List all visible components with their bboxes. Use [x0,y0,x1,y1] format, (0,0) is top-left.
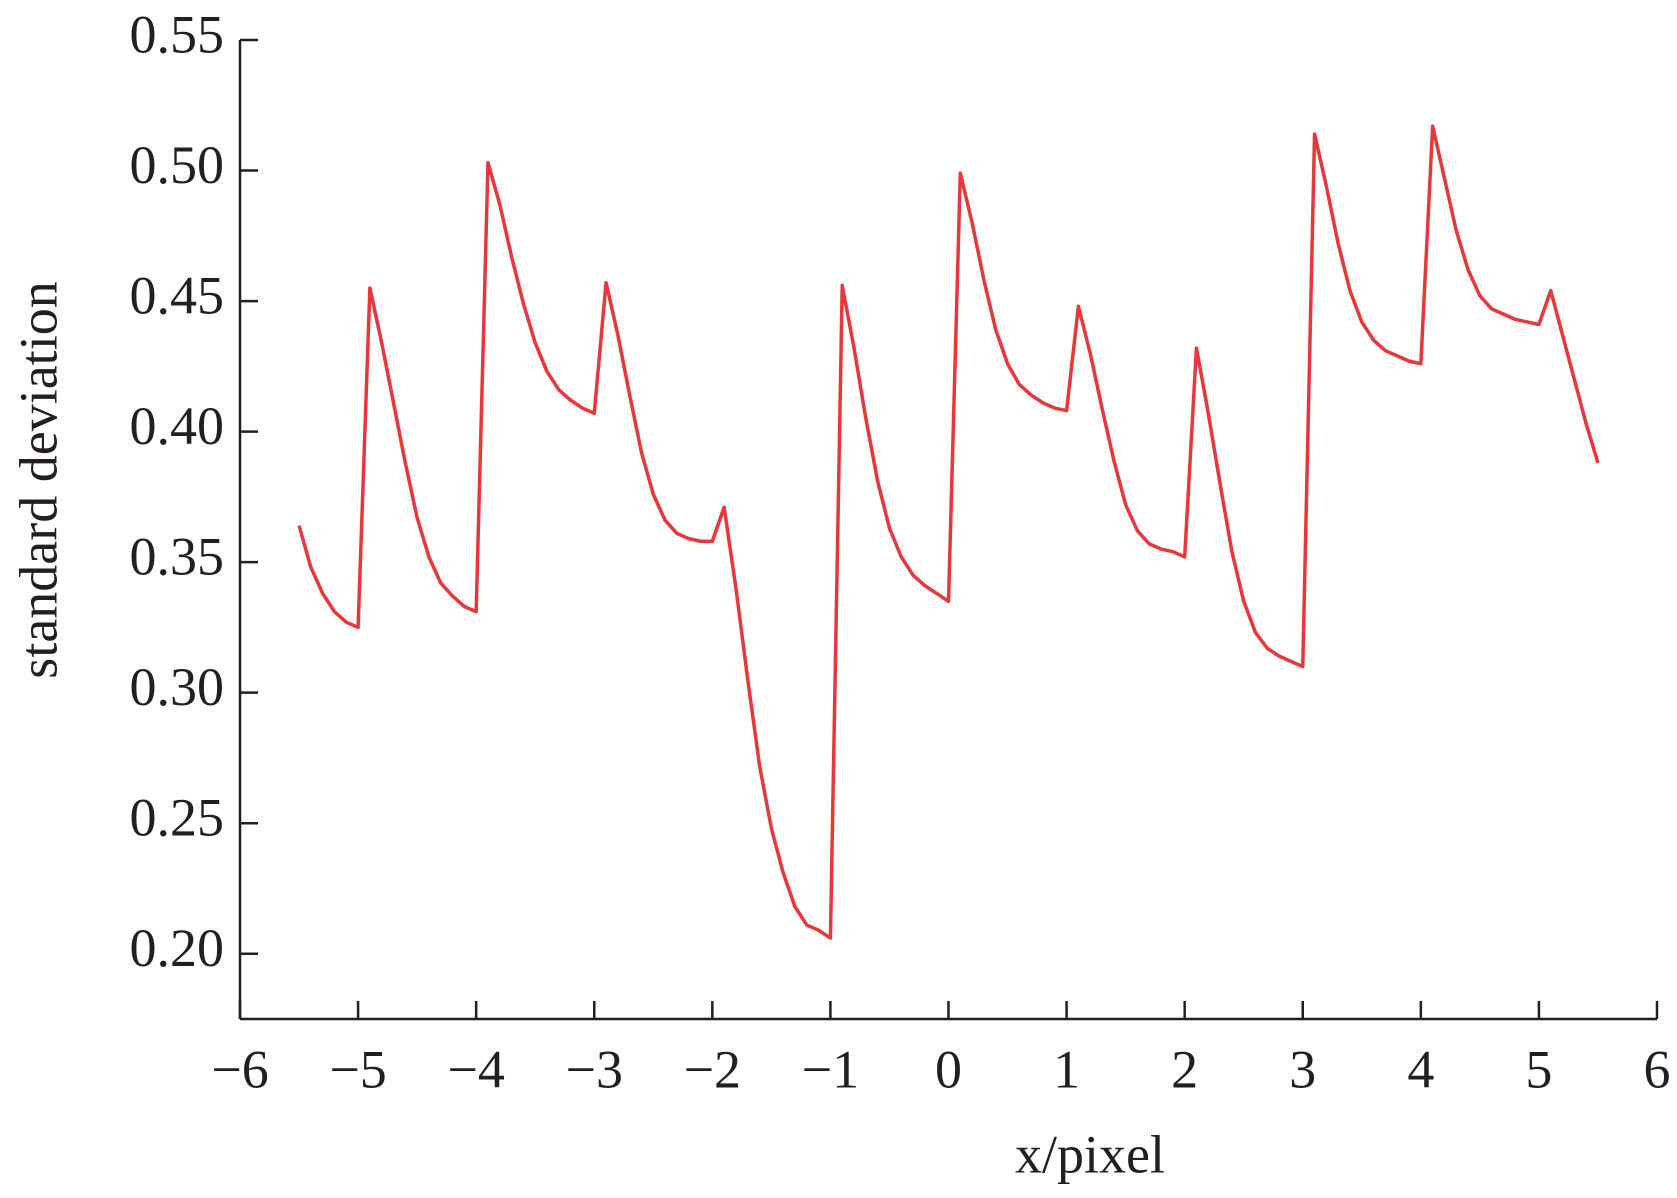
y-tick-label: 0.40 [130,396,225,456]
x-tick-label: 4 [1407,1039,1434,1099]
y-tick-label: 0.35 [130,527,225,587]
x-tick-label: −3 [566,1039,623,1099]
y-tick-label: 0.55 [130,4,225,64]
data-line [297,124,1600,940]
y-tick-label: 0.20 [130,918,225,978]
x-tick-label: 6 [1644,1039,1671,1099]
y-tick-label: 0.45 [130,265,225,325]
x-tick-label: 5 [1525,1039,1552,1099]
x-tick-label: −4 [447,1039,504,1099]
y-tick-label: 0.25 [130,788,225,848]
x-tick-label: 3 [1289,1039,1316,1099]
x-tick-label: 2 [1171,1039,1198,1099]
x-tick-label: −1 [802,1039,859,1099]
y-tick-label: 0.50 [130,135,225,195]
y-axis-label: standard deviation [8,281,68,678]
x-axis-label: x/pixel [1015,1124,1165,1184]
x-tick-label: 1 [1053,1039,1080,1099]
y-tick-label: 0.30 [130,657,225,717]
x-tick-label: −6 [211,1039,268,1099]
x-tick-label: −2 [684,1039,741,1099]
x-tick-label: 0 [935,1039,962,1099]
x-tick-label: −5 [329,1039,386,1099]
